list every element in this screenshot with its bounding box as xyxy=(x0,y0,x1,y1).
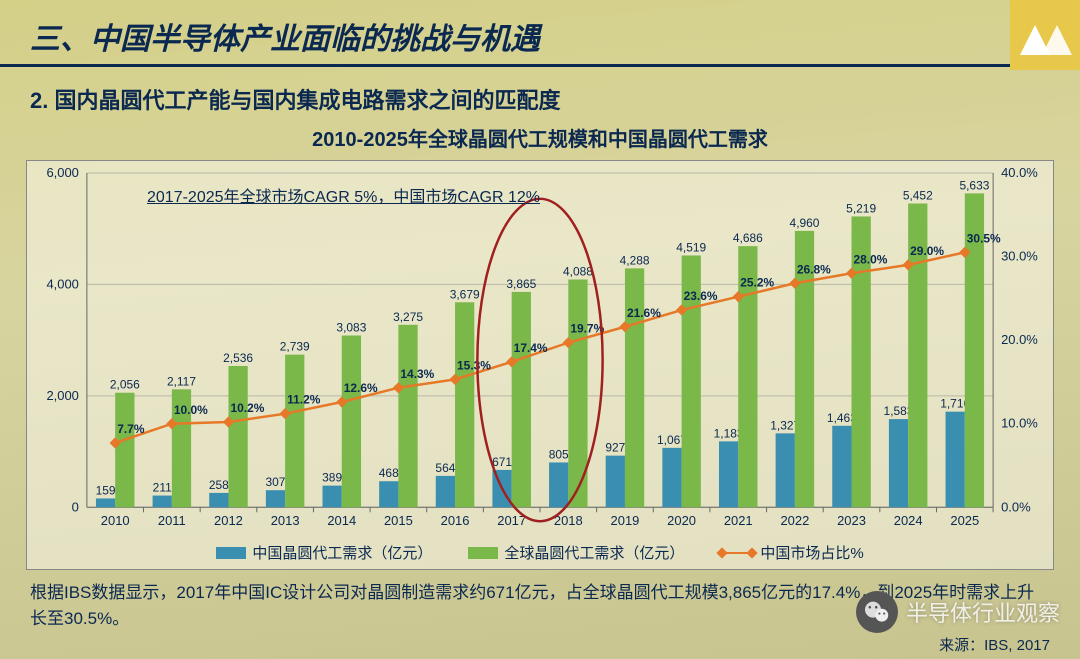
svg-text:10.0%: 10.0% xyxy=(174,403,208,417)
cagr-annotation: 2017-2025年全球市场CAGR 5%，中国市场CAGR 12% xyxy=(147,183,540,207)
svg-text:2012: 2012 xyxy=(214,513,243,528)
section-subtitle: 2. 国内晶圆代工产能与国内集成电路需求之间的匹配度 xyxy=(0,67,1080,117)
svg-text:2021: 2021 xyxy=(724,513,753,528)
svg-text:5,452: 5,452 xyxy=(903,189,933,203)
svg-text:2,739: 2,739 xyxy=(280,340,310,354)
svg-text:28.0%: 28.0% xyxy=(854,252,888,266)
svg-text:25.2%: 25.2% xyxy=(740,276,774,290)
svg-text:2022: 2022 xyxy=(780,513,809,528)
svg-text:6,000: 6,000 xyxy=(46,165,78,180)
svg-text:2019: 2019 xyxy=(611,513,640,528)
svg-text:2011: 2011 xyxy=(158,513,186,528)
svg-text:159: 159 xyxy=(96,483,116,497)
svg-text:4,088: 4,088 xyxy=(563,265,593,279)
chart-legend: 中国晶圆代工需求（亿元） 全球晶圆代工需求（亿元） 中国市场占比% xyxy=(27,542,1053,563)
swatch-icon xyxy=(720,552,754,554)
svg-text:2,056: 2,056 xyxy=(110,378,140,392)
svg-text:2025: 2025 xyxy=(950,513,979,528)
svg-text:14.3%: 14.3% xyxy=(400,367,434,381)
legend-china-demand: 中国晶圆代工需求（亿元） xyxy=(216,542,432,563)
svg-text:5,633: 5,633 xyxy=(959,178,989,192)
watermark: 半导体行业观察 xyxy=(856,591,1060,633)
svg-text:17.4%: 17.4% xyxy=(514,341,548,355)
svg-text:4,519: 4,519 xyxy=(676,241,706,255)
svg-text:4,000: 4,000 xyxy=(46,276,78,291)
svg-text:927: 927 xyxy=(605,441,625,455)
svg-text:307: 307 xyxy=(266,475,286,489)
svg-text:2,117: 2,117 xyxy=(167,374,196,388)
svg-text:389: 389 xyxy=(322,471,342,485)
svg-text:5,219: 5,219 xyxy=(846,201,876,215)
svg-text:10.0%: 10.0% xyxy=(1001,416,1038,431)
svg-text:2016: 2016 xyxy=(441,513,470,528)
svg-text:4,686: 4,686 xyxy=(733,231,763,245)
svg-text:19.7%: 19.7% xyxy=(570,322,604,336)
watermark-text: 半导体行业观察 xyxy=(906,596,1060,628)
svg-text:3,083: 3,083 xyxy=(336,321,366,335)
chart-title: 2010-2025年全球晶圆代工规模和中国晶圆代工需求 xyxy=(0,117,1080,160)
legend-label: 中国市场占比% xyxy=(760,542,863,563)
svg-text:11.2%: 11.2% xyxy=(287,393,321,407)
svg-text:21.6%: 21.6% xyxy=(627,306,661,320)
chart-container: 2017-2025年全球市场CAGR 5%，中国市场CAGR 12% 0 2,00… xyxy=(26,160,1054,570)
svg-text:564: 564 xyxy=(435,461,455,475)
svg-text:2013: 2013 xyxy=(271,513,300,528)
svg-text:2020: 2020 xyxy=(667,513,696,528)
svg-text:211: 211 xyxy=(153,481,172,495)
svg-text:23.6%: 23.6% xyxy=(684,289,718,303)
legend-label: 中国晶圆代工需求（亿元） xyxy=(252,542,432,563)
swatch-icon xyxy=(216,547,246,559)
legend-china-share: 中国市场占比% xyxy=(720,542,863,563)
svg-text:7.7%: 7.7% xyxy=(117,422,145,436)
svg-text:30.0%: 30.0% xyxy=(1001,249,1038,264)
swatch-icon xyxy=(468,547,498,559)
svg-text:4,960: 4,960 xyxy=(790,216,820,230)
svg-text:468: 468 xyxy=(379,466,399,480)
svg-text:671: 671 xyxy=(492,455,512,469)
svg-text:3,865: 3,865 xyxy=(506,277,536,291)
svg-text:3,275: 3,275 xyxy=(393,310,423,324)
svg-text:3,679: 3,679 xyxy=(450,287,480,301)
svg-text:2,000: 2,000 xyxy=(46,388,78,403)
wechat-icon xyxy=(856,591,898,633)
svg-text:10.2%: 10.2% xyxy=(230,401,264,415)
svg-text:2014: 2014 xyxy=(327,513,356,528)
svg-text:29.0%: 29.0% xyxy=(910,244,944,258)
svg-text:2015: 2015 xyxy=(384,513,413,528)
svg-text:20.0%: 20.0% xyxy=(1001,332,1038,347)
svg-text:4,288: 4,288 xyxy=(620,253,650,267)
source-label: 来源：IBS, 2017 xyxy=(939,634,1050,655)
legend-global-demand: 全球晶圆代工需求（亿元） xyxy=(468,542,684,563)
legend-label: 全球晶圆代工需求（亿元） xyxy=(504,542,684,563)
combo-chart: 0 2,000 4,000 6,000 0.0% 10.0% 20.0% 30.0% 40.0%… xyxy=(27,161,1053,569)
svg-text:2023: 2023 xyxy=(837,513,866,528)
svg-text:12.6%: 12.6% xyxy=(344,381,378,395)
svg-text:2024: 2024 xyxy=(894,513,923,528)
svg-text:30.5%: 30.5% xyxy=(967,231,1001,245)
svg-text:2010: 2010 xyxy=(101,513,130,528)
svg-text:258: 258 xyxy=(209,478,229,492)
brand-logo xyxy=(1010,0,1080,70)
svg-text:15.3%: 15.3% xyxy=(457,358,491,372)
page-title: 三、中国半导体产业面临的挑战与机遇 xyxy=(0,0,1050,67)
svg-text:0.0%: 0.0% xyxy=(1001,499,1031,514)
svg-text:805: 805 xyxy=(549,447,569,461)
svg-text:40.0%: 40.0% xyxy=(1001,165,1038,180)
svg-text:26.8%: 26.8% xyxy=(797,262,831,276)
svg-text:2,536: 2,536 xyxy=(223,351,253,365)
svg-text:0: 0 xyxy=(72,499,79,514)
